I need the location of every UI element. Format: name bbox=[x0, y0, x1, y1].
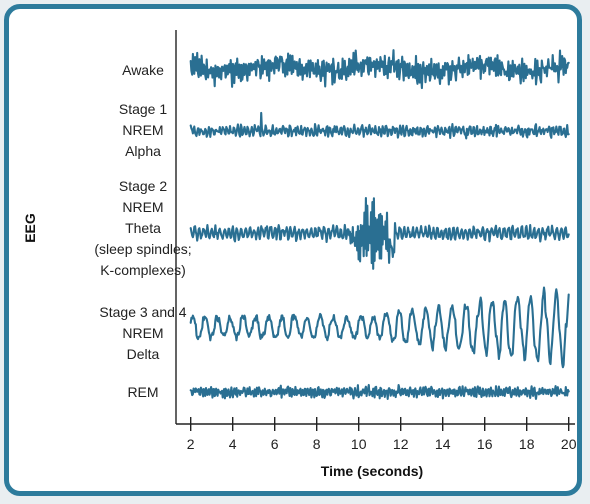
row-label: Stage 3 and 4 NREM Delta bbox=[99, 304, 186, 362]
x-tick-label: 2 bbox=[187, 436, 195, 452]
x-axis-ticks: 2 4 6 8 10 12 14 16 18 20 bbox=[187, 417, 577, 452]
row-label-line: Alpha bbox=[125, 143, 161, 159]
eeg-trace bbox=[189, 196, 570, 270]
row-label-line: NREM bbox=[122, 122, 163, 138]
x-tick-label: 20 bbox=[561, 436, 577, 452]
eeg-trace bbox=[189, 49, 570, 90]
row-label-line: NREM bbox=[122, 325, 163, 341]
row-label-line: K-complexes) bbox=[100, 262, 186, 278]
eeg-trace bbox=[189, 286, 570, 369]
row-label-line: NREM bbox=[122, 199, 163, 215]
row-label: Stage 1 NREM Alpha bbox=[119, 101, 167, 159]
x-tick-label: 18 bbox=[519, 436, 535, 452]
row-label-line: Theta bbox=[125, 220, 161, 236]
row-label: Awake bbox=[122, 62, 164, 78]
x-axis-title: Time (seconds) bbox=[321, 463, 423, 479]
row-label-line: REM bbox=[127, 384, 158, 400]
x-tick-label: 16 bbox=[477, 436, 493, 452]
x-tick-label: 4 bbox=[229, 436, 237, 452]
x-tick-label: 6 bbox=[271, 436, 279, 452]
row-label-line: Delta bbox=[127, 346, 160, 362]
x-tick-label: 14 bbox=[435, 436, 451, 452]
row-label-line: Stage 1 bbox=[119, 101, 167, 117]
x-tick-label: 10 bbox=[351, 436, 367, 452]
row-label-line: Awake bbox=[122, 62, 164, 78]
x-tick-label: 12 bbox=[393, 436, 409, 452]
row-label-line: Stage 3 and 4 bbox=[99, 304, 186, 320]
row-labels: Awake Stage 1 NREM Alpha Stage 2 NREM Theta (sl… bbox=[94, 62, 191, 400]
figure-frame bbox=[4, 4, 582, 496]
y-axis-title: EEG bbox=[22, 213, 38, 243]
row-label-line: Stage 2 bbox=[119, 178, 167, 194]
x-tick-label: 8 bbox=[313, 436, 321, 452]
row-label: Stage 2 NREM Theta (sleep spindles; K-comple… bbox=[94, 178, 191, 278]
eeg-traces bbox=[189, 49, 570, 400]
row-label-line: (sleep spindles; bbox=[94, 241, 191, 257]
eeg-trace bbox=[189, 383, 570, 400]
row-label: REM bbox=[127, 384, 158, 400]
eeg-trace bbox=[189, 111, 570, 140]
